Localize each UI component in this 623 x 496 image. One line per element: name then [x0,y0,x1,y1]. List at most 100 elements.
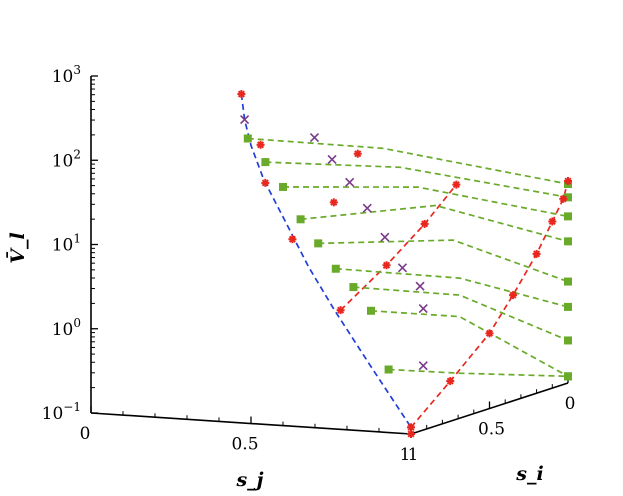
red-star-marker [559,194,568,203]
red-diagonal-line [340,184,457,311]
red-star-marker [256,140,265,149]
green-level-line [353,286,569,342]
red-star-marker [237,90,246,99]
cross-stroke [240,115,250,125]
cross-stroke [345,177,355,187]
cross-stroke [309,132,320,143]
green-square-marker [349,283,358,292]
star-stroke [237,90,245,98]
green-square-marker [261,158,270,167]
cross-stroke [327,154,337,164]
green-square-marker [564,302,572,311]
green-level-line [335,267,569,308]
y-tick-label: 103 [52,63,81,87]
depth-axis-label: s_i [515,463,543,485]
depth-tick-label: 0 [565,394,576,414]
purple-cross-marker [380,232,390,242]
green-square-marker [564,277,572,286]
green-square-marker [331,264,340,273]
labels: 10−1 100 101 102 103 0 0.5 11 0.5 0 V̄_l s_j s_i [7,63,576,491]
purple-cross-marker [415,281,425,291]
purple-cross-marker [362,203,372,213]
star-stroke [509,291,517,299]
blue-boundary-line [240,93,412,428]
green-square-marker [564,372,572,381]
curves [240,93,569,428]
red-star-marker [329,198,338,207]
green-square-marker [314,239,323,248]
markers [237,90,572,438]
red-star-marker [452,180,461,189]
green-square-marker [384,365,393,374]
green-level-line [318,239,569,283]
purple-cross-marker [418,303,428,314]
green-square-marker [564,237,572,246]
green-square-marker [564,193,572,202]
cross-stroke [418,361,428,371]
purple-cross-marker [345,177,355,187]
red-star-marker [382,261,391,270]
green-level-line [370,309,569,378]
y-tick-label: 102 [52,147,81,171]
x-tick-label: 0 [80,424,91,444]
cross-stroke [415,281,425,291]
red-star-marker [420,219,429,228]
star-stroke [330,198,338,206]
red-star-marker [407,423,415,432]
x-tick-label: 0.5 [231,435,258,455]
y-tick-label: 100 [52,316,81,340]
purple-cross-marker [327,154,337,164]
star-stroke [446,377,454,385]
purple-cross-marker [240,115,250,125]
cross-stroke [380,232,390,242]
red-star-marker [446,377,455,386]
y-tick-label: 10−1 [42,400,81,424]
y-tick-label: 101 [52,232,81,256]
depth-tick-label: 0.5 [478,420,505,440]
y-axis-label: V̄_l [7,232,29,263]
star-stroke [407,423,415,431]
green-level-line [265,161,569,199]
star-stroke [564,177,572,185]
green-level-line [282,186,569,218]
green-square-marker [279,182,287,191]
green-square-marker [243,134,252,143]
green-level-line [300,204,569,243]
green-square-marker [564,212,572,221]
purple-cross-marker [397,263,408,273]
green-level-line [247,137,569,185]
star-stroke [337,306,345,314]
red-star-marker [353,149,362,158]
star-stroke [257,141,265,149]
green-square-marker [564,336,572,345]
purple-cross-marker [418,361,428,371]
star-stroke [288,235,296,243]
green-square-marker [296,215,305,224]
star-stroke [452,181,460,189]
x-axis-label: s_j [235,469,263,491]
star-stroke [485,329,494,337]
star-stroke [559,195,567,203]
star-stroke [261,179,269,187]
axes [90,75,569,435]
red-star-marker [261,178,270,187]
star-stroke [354,150,362,158]
star-stroke [548,217,556,226]
green-level-line [388,368,569,378]
green-square-marker [367,306,375,315]
red-star-marker [336,306,345,315]
star-stroke [407,430,415,438]
x-tick-label: 1 [400,445,411,465]
cross-stroke [418,303,428,314]
star-stroke [383,261,391,269]
cross-stroke [362,203,372,213]
red-star-marker [407,430,415,438]
red-star-marker [485,329,494,338]
star-stroke [421,220,429,228]
depth-tick-label: 1 [408,445,419,465]
cross-stroke [397,263,408,273]
red-star-marker [548,217,557,226]
star-stroke [533,250,541,258]
red-star-marker [532,249,541,258]
